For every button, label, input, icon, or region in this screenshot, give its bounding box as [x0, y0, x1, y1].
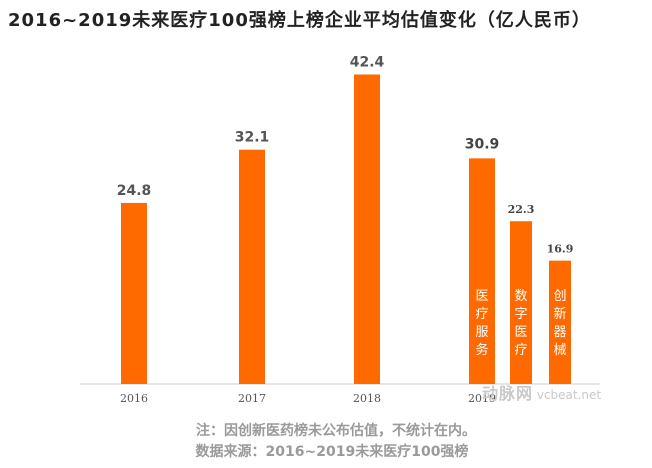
bar-2019-3: [549, 260, 571, 384]
x-tick-label-2016: 2016: [120, 392, 148, 405]
bar-2019-1-label-char: 疗: [475, 307, 488, 322]
chart-title: 2016~2019未来医疗100强榜上榜企业平均估值变化（亿人民币）: [8, 10, 591, 31]
data-label-2016: 24.8: [117, 183, 152, 199]
bar-2019-2-label-char: 疗: [514, 343, 527, 358]
data-label-2018: 42.4: [350, 54, 385, 70]
bar-2019-1-label-char: 医: [475, 289, 488, 304]
data-label-2019-3: 16.9: [547, 243, 574, 256]
bar-2018: [354, 74, 380, 384]
bar-2019-1: [471, 158, 493, 384]
bar-2019-2-label-char: 数: [514, 289, 527, 304]
watermark-site: vcbeat.net: [536, 388, 602, 402]
x-tick-label-2018: 2018: [353, 392, 381, 405]
bar-2019-1-label-char: 务: [475, 342, 488, 358]
chart-note: 注：因创新医药榜未公布估值，不统计在内。: [196, 423, 476, 439]
data-label-2017: 32.1: [235, 130, 270, 146]
bar-2019-3-label-char: 创: [553, 289, 566, 304]
data-label-2019-1: 30.9: [465, 136, 500, 152]
bar-2019-3-label-char: 新: [553, 306, 566, 322]
chart-source: 数据来源：2016~2019未来医疗100强榜: [195, 444, 469, 460]
bar-2016: [121, 202, 147, 384]
x-tick-label-2019: 2019: [468, 392, 496, 405]
bar-2019-3-label-char: 器: [553, 325, 566, 340]
x-tick-label-2017: 2017: [238, 392, 266, 405]
bar-2019-1-label-char: 服: [475, 325, 488, 340]
bar-2019-2: [510, 221, 532, 384]
bar-2017: [239, 149, 265, 384]
data-label-2019-2: 22.3: [508, 203, 535, 216]
bar-2019-3-label-char: 械: [553, 343, 566, 358]
bar-2019-2-label-char: 字: [514, 307, 527, 322]
watermark: 动脉网 vcbeat.net: [482, 380, 601, 404]
bar-2019-2-label-char: 医: [514, 325, 527, 340]
watermark-logo: 动脉网: [482, 384, 534, 403]
